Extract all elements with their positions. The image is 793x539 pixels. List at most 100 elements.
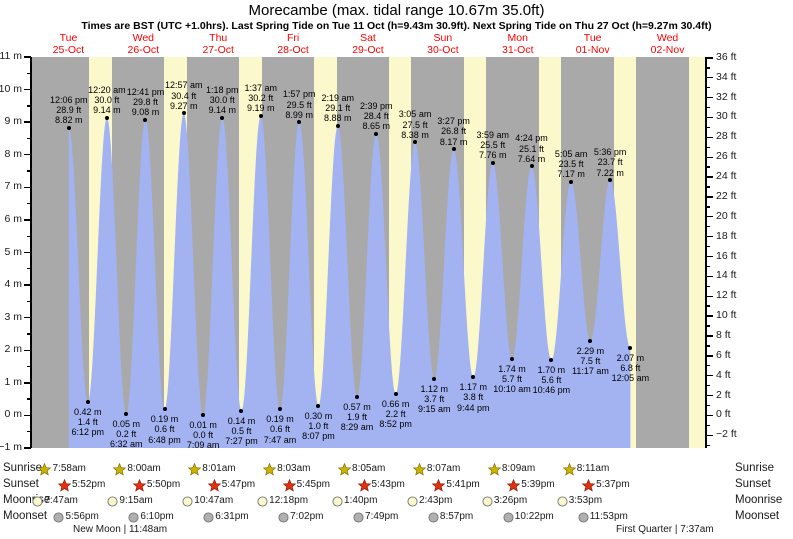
y-tick-left bbox=[27, 105, 31, 107]
y-tick-left bbox=[24, 154, 31, 156]
high-tide-dot bbox=[335, 124, 340, 129]
low-tide-label: 0.19 m 0.6 ft 7:47 am bbox=[249, 414, 311, 445]
y-axis-label-right: 4 ft bbox=[716, 368, 731, 381]
low-tide-label: 1.17 m 3.8 ft 9:44 pm bbox=[442, 382, 504, 413]
y-axis-label-right: 30 ft bbox=[716, 110, 737, 123]
y-tick-left bbox=[24, 414, 31, 417]
high-tide-label-line-3: 7.22 m bbox=[596, 167, 624, 178]
y-axis-label-left: 0 m bbox=[4, 408, 22, 421]
low-tide-label-line-1: 0.57 m bbox=[343, 401, 371, 412]
astro-row-label-right-moonset: Moonset bbox=[735, 510, 780, 522]
y-tick-right bbox=[706, 67, 710, 69]
astro-cell-moonset: 6:10pm bbox=[128, 510, 174, 524]
astro-cell-moonrise: 10:47am bbox=[182, 494, 233, 508]
astro-cell-sunset: 5:43pm bbox=[357, 478, 405, 492]
y-axis-label-right: 0 ft bbox=[716, 408, 731, 421]
moonset-circle-icon bbox=[278, 511, 289, 523]
y-tick-right bbox=[706, 156, 713, 158]
astro-cell-moonset: 5:56pm bbox=[53, 510, 99, 524]
astro-time-sunset: 5:52pm bbox=[71, 479, 106, 490]
high-tide-dot bbox=[490, 160, 495, 165]
low-tide-label-line-1: 1.74 m bbox=[498, 363, 526, 374]
astro-cell-moonrise: 3:53pm bbox=[557, 494, 602, 508]
astro-cell-sunset: 5:50pm bbox=[132, 478, 180, 492]
sunrise-star-icon bbox=[487, 462, 501, 476]
astro-time-sunrise: 8:00am bbox=[127, 463, 161, 474]
y-tick-right bbox=[706, 295, 713, 297]
y-tick-left bbox=[24, 284, 31, 286]
low-tide-dot bbox=[239, 408, 244, 413]
y-axis-label-right: 20 ft bbox=[716, 209, 737, 222]
sunset-star-icon bbox=[507, 478, 521, 492]
y-axis-label-right: 36 ft bbox=[716, 50, 737, 63]
astro-time-sunset: 5:45pm bbox=[296, 479, 330, 490]
sunrise-star-icon bbox=[113, 462, 127, 476]
high-tide-label-line-1: 12:06 pm bbox=[49, 95, 88, 106]
low-tide-dot bbox=[124, 411, 129, 416]
y-tick-left bbox=[27, 300, 31, 303]
y-axis-label-right: 8 ft bbox=[716, 328, 731, 341]
low-tide-label-line-3: 6:12 pm bbox=[71, 427, 105, 438]
page-title: Morecambe (max. tidal range 10.67m 35.0f… bbox=[248, 2, 545, 19]
high-tide-label-line-3: 9.14 m bbox=[93, 105, 121, 115]
y-tick-left bbox=[24, 219, 31, 221]
low-tide-dot bbox=[316, 403, 321, 408]
sunset-star-icon bbox=[432, 478, 446, 492]
y-tick-right bbox=[706, 57, 713, 59]
astro-cell-sunset: 5:39pm bbox=[507, 478, 555, 492]
high-tide-label: 12:06 pm 28.9 ft 8.82 m bbox=[38, 95, 100, 126]
high-tide-label: 12:41 pm 29.8 ft 9.08 m bbox=[114, 87, 176, 118]
low-tide-label: 0.42 m 1.4 ft 6:12 pm bbox=[57, 407, 119, 438]
y-tick-right bbox=[706, 424, 710, 427]
astro-row-label-right-moonrise: Moonrise bbox=[735, 494, 783, 506]
low-tide-label-line-3: 7:27 pm bbox=[225, 436, 258, 447]
astro-cell-sunset: 5:41pm bbox=[432, 478, 480, 492]
astro-cell-sunset: 5:37pm bbox=[582, 478, 630, 492]
tide-curve bbox=[68, 113, 631, 448]
low-tide-label-line-2: 0.6 ft bbox=[269, 424, 290, 435]
low-tide-label-line-2: 5.6 ft bbox=[541, 375, 562, 386]
y-tick-right bbox=[706, 265, 710, 268]
low-tide-dot bbox=[393, 391, 398, 396]
astro-time-moonset: 5:56pm bbox=[65, 511, 99, 522]
moonset-circle-icon bbox=[578, 511, 589, 523]
night-band bbox=[688, 57, 705, 448]
high-tide-label: 3:59 am 25.5 ft 7.76 m bbox=[462, 130, 524, 161]
high-tide-label: 12:57 am 30.4 ft 9.27 m bbox=[153, 80, 215, 111]
high-tide-label-line-2: 25.5 ft bbox=[480, 139, 506, 150]
day-date: 02-Nov bbox=[650, 43, 685, 56]
tide-subtitle: Times are BST (UTC +1.0hrs). Last Spring… bbox=[81, 20, 712, 32]
high-tide-label-line-1: 1:37 am bbox=[244, 82, 277, 93]
y-tick-right bbox=[706, 106, 710, 109]
y-tick-left bbox=[24, 382, 31, 384]
y-axis-label-right: 14 ft bbox=[716, 269, 737, 282]
high-tide-label-line-2: 29.8 ft bbox=[132, 96, 158, 107]
day-header-29-oct: Sat 29-Oct bbox=[331, 32, 406, 56]
y-tick-left bbox=[24, 316, 31, 319]
astro-cell-sunset: 5:47pm bbox=[207, 478, 255, 492]
sunrise-star-icon bbox=[338, 462, 352, 476]
high-tide-label-line-3: 9.08 m bbox=[131, 106, 160, 117]
astro-time-sunrise: 8:01am bbox=[202, 463, 236, 474]
astro-cell-moonrise: 9:15am bbox=[107, 494, 153, 508]
high-tide-label-line-1: 12:57 am bbox=[164, 80, 203, 91]
y-axis-label-left: 7 m bbox=[4, 180, 22, 193]
y-tick-right bbox=[706, 136, 713, 139]
high-tide-dot bbox=[451, 147, 456, 152]
high-tide-label-line-3: 8.82 m bbox=[54, 115, 83, 126]
astro-cell-moonrise: 7:47am bbox=[32, 494, 78, 508]
y-tick-right bbox=[706, 196, 713, 198]
low-tide-dot bbox=[549, 358, 554, 363]
y-axis-label-right: 24 ft bbox=[716, 170, 737, 183]
moonrise-circle-icon bbox=[257, 495, 268, 507]
high-tide-label: 1:57 pm 29.5 ft 8.99 m bbox=[268, 89, 330, 120]
day-weekday: Tue bbox=[59, 32, 78, 44]
y-tick-right bbox=[706, 275, 713, 278]
high-tide-label: 3:05 am 27.5 ft 8.38 m bbox=[384, 109, 446, 140]
y-tick-right bbox=[706, 305, 710, 307]
y-tick-right bbox=[706, 444, 710, 446]
low-tide-label-line-3: 8:29 am bbox=[340, 422, 374, 433]
y-tick-right bbox=[706, 404, 710, 407]
astro-time-moonrise: 7:47am bbox=[44, 495, 78, 506]
high-tide-label-line-3: 8.65 m bbox=[362, 120, 391, 131]
